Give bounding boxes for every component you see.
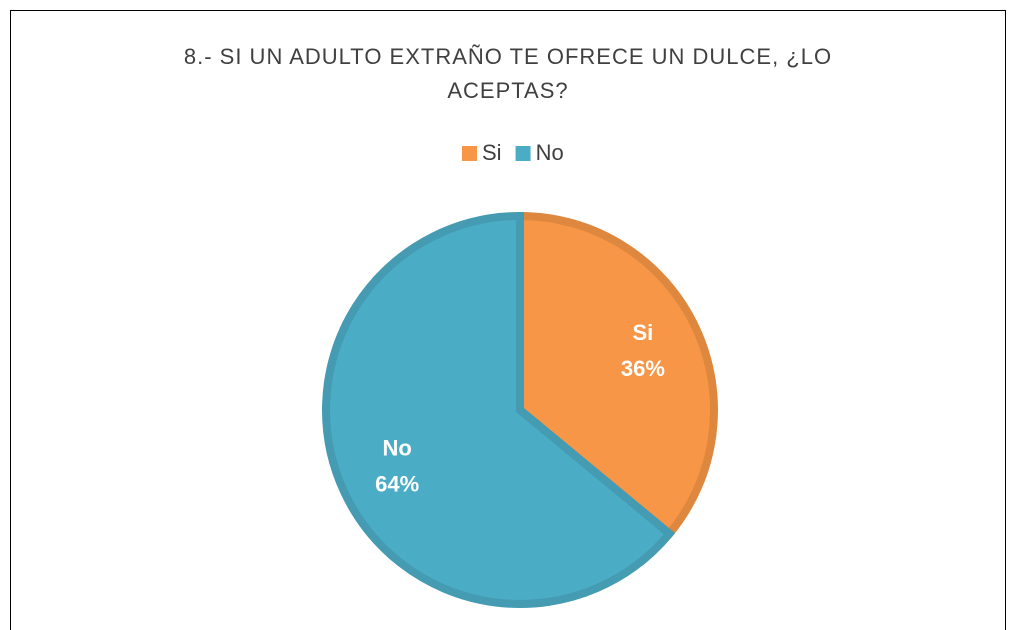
legend-swatch	[515, 146, 531, 161]
legend-label: Si	[482, 140, 502, 165]
data-label: 64%	[375, 472, 419, 497]
legend-swatch	[462, 146, 477, 161]
data-label-category: Si	[632, 320, 653, 345]
chart-title: 8.- SI UN ADULTO EXTRAÑO TE OFRECE UN DU…	[183, 44, 833, 103]
pie-slice	[516, 211, 718, 540]
data-label-category: No	[382, 436, 411, 461]
legend-label: No	[536, 140, 564, 165]
pie-slice	[322, 211, 676, 608]
data-label: 36%	[621, 356, 665, 381]
